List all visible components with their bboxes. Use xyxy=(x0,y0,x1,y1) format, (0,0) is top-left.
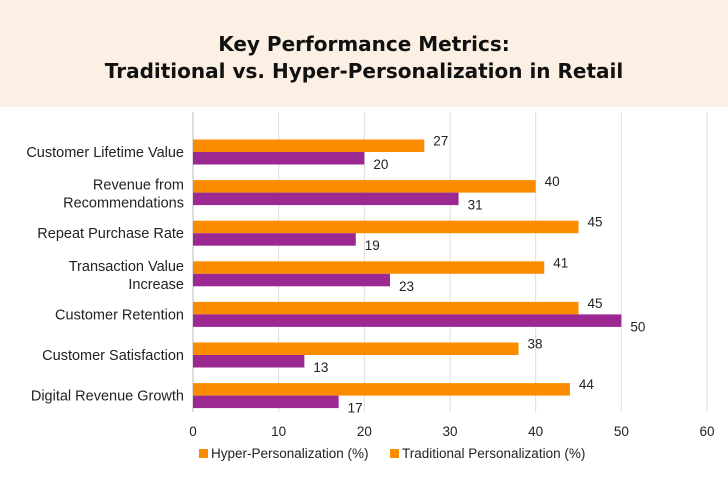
header-banner: Key Performance Metrics: Traditional vs.… xyxy=(0,0,728,107)
hyper-personalization-bar xyxy=(193,139,425,152)
hyper-personalization-bar xyxy=(193,383,570,396)
traditional-personalization-bar xyxy=(193,273,391,287)
x-tick-label: 40 xyxy=(528,424,543,439)
traditional-personalization-bar xyxy=(193,355,305,368)
hyper-personalization-bar xyxy=(193,342,519,355)
data-label: 45 xyxy=(588,296,603,311)
traditional-personalization-bar xyxy=(193,192,459,206)
data-label: 27 xyxy=(433,134,448,149)
category-label: Customer Lifetime Value xyxy=(26,145,184,161)
hyper-personalization-bar xyxy=(193,301,579,315)
traditional-personalization-bar xyxy=(193,314,622,327)
traditional-personalization-bar xyxy=(193,395,339,409)
x-tick-label: 30 xyxy=(442,424,457,439)
data-label: 13 xyxy=(313,360,328,375)
legend-swatch xyxy=(390,449,399,458)
category-label: Revenue from xyxy=(93,178,184,194)
legend-label: Traditional Personalization (%) xyxy=(402,446,585,461)
data-label: 20 xyxy=(373,157,388,172)
data-label: 17 xyxy=(348,401,363,416)
x-tick-label: 20 xyxy=(357,424,372,439)
data-label: 31 xyxy=(468,198,483,213)
hyper-personalization-bar xyxy=(193,261,545,274)
x-tick-label: 60 xyxy=(699,424,714,439)
data-label: 40 xyxy=(545,174,560,189)
data-label: 41 xyxy=(553,255,568,270)
category-label: Recommendations xyxy=(63,196,184,212)
x-tick-label: 0 xyxy=(189,424,197,439)
category-label: Customer Retention xyxy=(55,307,184,323)
category-label: Increase xyxy=(128,277,184,293)
data-label: 38 xyxy=(528,337,543,352)
hyper-personalization-bar xyxy=(193,220,579,234)
data-label: 50 xyxy=(630,319,645,334)
chart-subtitle: Traditional vs. Hyper-Personalization in… xyxy=(104,59,624,83)
data-label: 45 xyxy=(588,215,603,230)
legend-swatch xyxy=(199,449,208,458)
traditional-personalization-bar xyxy=(193,152,365,165)
x-tick-label: 10 xyxy=(271,424,286,439)
legend-label: Hyper-Personalization (%) xyxy=(211,446,369,461)
traditional-personalization-bar xyxy=(193,233,356,246)
category-label: Digital Revenue Growth xyxy=(31,389,184,405)
x-tick-label: 50 xyxy=(614,424,629,439)
category-label: Repeat Purchase Rate xyxy=(37,226,184,242)
category-label: Customer Satisfaction xyxy=(42,348,184,364)
hyper-personalization-bar xyxy=(193,180,536,193)
category-label: Transaction Value xyxy=(69,259,184,275)
chart-title: Key Performance Metrics: xyxy=(218,32,510,56)
data-label: 23 xyxy=(399,279,414,294)
data-label: 44 xyxy=(579,377,595,392)
data-label: 19 xyxy=(365,238,380,253)
